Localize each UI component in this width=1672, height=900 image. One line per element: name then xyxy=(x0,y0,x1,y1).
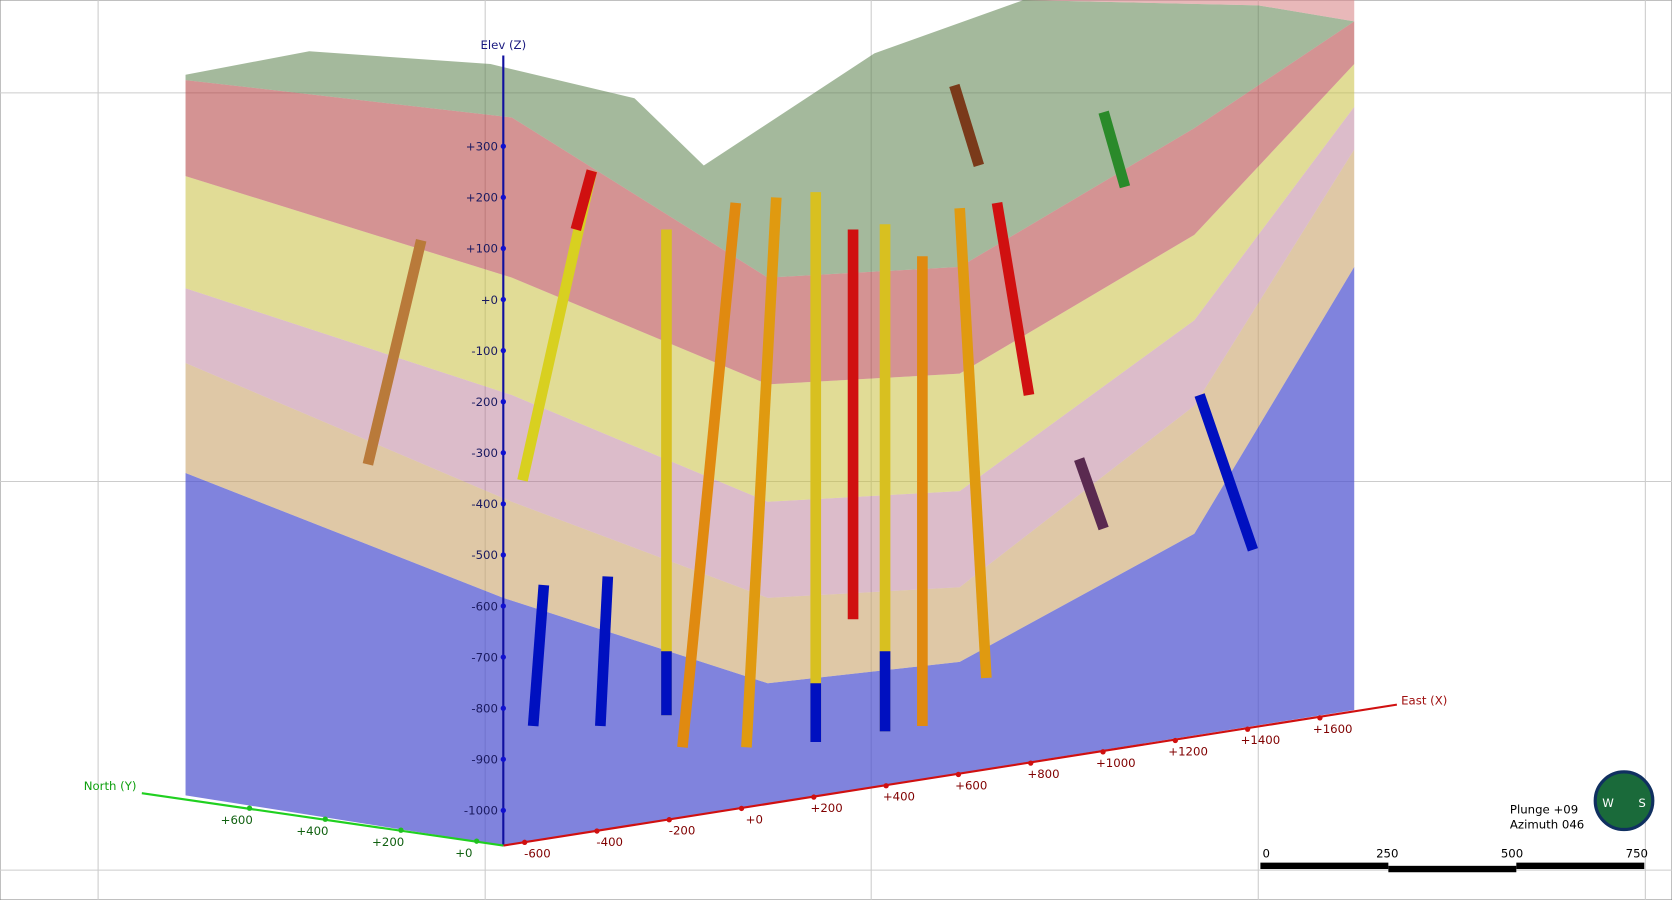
y-tick-label: +200 xyxy=(372,835,404,849)
view-plunge: Plunge +09 xyxy=(1510,803,1578,817)
x-tick xyxy=(738,805,745,812)
x-tick xyxy=(1244,726,1251,732)
view-azimuth: Azimuth 046 xyxy=(1510,817,1584,831)
z-tick-label: +0 xyxy=(481,293,498,307)
z-axis-title: Elev (Z) xyxy=(480,38,526,52)
x-tick xyxy=(811,794,817,800)
x-tick-label: +1200 xyxy=(1168,744,1208,758)
z-tick-label: +100 xyxy=(466,242,498,256)
x-tick-label: -600 xyxy=(524,846,551,860)
x-tick xyxy=(666,817,672,823)
y-tick-label: +400 xyxy=(296,824,328,838)
z-tick xyxy=(500,552,506,558)
geology-surfaces xyxy=(185,0,1355,846)
y-tick xyxy=(246,805,253,811)
x-tick-label: -400 xyxy=(596,835,623,849)
x-tick xyxy=(594,828,600,834)
z-tick-label: -1000 xyxy=(464,804,498,818)
z-tick xyxy=(500,143,506,149)
z-tick-label: -400 xyxy=(471,497,498,511)
x-tick-label: +400 xyxy=(883,790,915,804)
z-tick xyxy=(500,450,506,456)
z-tick-label: -200 xyxy=(471,395,498,409)
z-tick-label: -300 xyxy=(471,446,498,460)
scale-label: 750 xyxy=(1626,846,1648,860)
scale-bar xyxy=(1260,862,1645,873)
z-tick xyxy=(500,194,506,201)
z-tick-label: -900 xyxy=(471,753,498,767)
z-tick-label: -700 xyxy=(471,650,498,664)
compass-label: W xyxy=(1602,796,1614,810)
y-axis-title: North (Y) xyxy=(84,779,137,793)
x-tick xyxy=(955,771,962,778)
x-tick-label: +1600 xyxy=(1313,722,1353,736)
x-tick-label: +1000 xyxy=(1096,756,1136,770)
y-tick xyxy=(322,816,328,822)
z-tick-label: -800 xyxy=(471,701,498,715)
z-tick xyxy=(500,705,506,711)
z-tick xyxy=(500,501,506,507)
x-tick xyxy=(1317,715,1323,721)
x-tick-label: +200 xyxy=(811,801,843,815)
z-tick xyxy=(500,399,506,405)
z-tick-label: +300 xyxy=(466,140,498,154)
compass: W S xyxy=(1593,770,1655,832)
x-tick-label: +0 xyxy=(746,812,763,826)
z-tick-label: -100 xyxy=(471,344,498,358)
y-tick-label: +0 xyxy=(455,846,472,860)
x-tick-label: +600 xyxy=(955,778,987,792)
x-tick-label: +1400 xyxy=(1241,733,1281,747)
z-tick-label: +200 xyxy=(466,191,498,205)
z-tick-label: -500 xyxy=(471,548,498,562)
z-tick xyxy=(500,347,506,354)
z-tick xyxy=(500,756,506,762)
y-tick xyxy=(473,838,480,844)
y-tick-label: +600 xyxy=(221,813,253,827)
z-tick xyxy=(500,654,506,660)
x-tick xyxy=(521,839,528,846)
scale-label: 500 xyxy=(1501,846,1523,860)
z-tick xyxy=(500,245,506,252)
z-tick xyxy=(500,603,506,609)
scale-label: 0 xyxy=(1263,846,1270,860)
z-tick-label: -600 xyxy=(471,599,498,613)
z-tick xyxy=(500,807,506,814)
y-tick xyxy=(398,827,404,833)
x-tick-label: -200 xyxy=(669,824,696,838)
x-tick-label: +800 xyxy=(1027,767,1059,781)
x-tick xyxy=(1100,749,1106,755)
x-axis-title: East (X) xyxy=(1401,694,1447,708)
scale-label: 250 xyxy=(1376,846,1398,860)
x-tick xyxy=(1028,760,1034,766)
drillholes xyxy=(362,83,1258,748)
z-tick xyxy=(500,296,506,303)
compass-label: S xyxy=(1638,796,1645,810)
tick-labels: +300 +200 +100 +0 -100 -200 -300 -400 -500 -600 -7… xyxy=(221,140,1648,861)
x-tick xyxy=(883,783,889,789)
x-tick xyxy=(1172,737,1178,744)
